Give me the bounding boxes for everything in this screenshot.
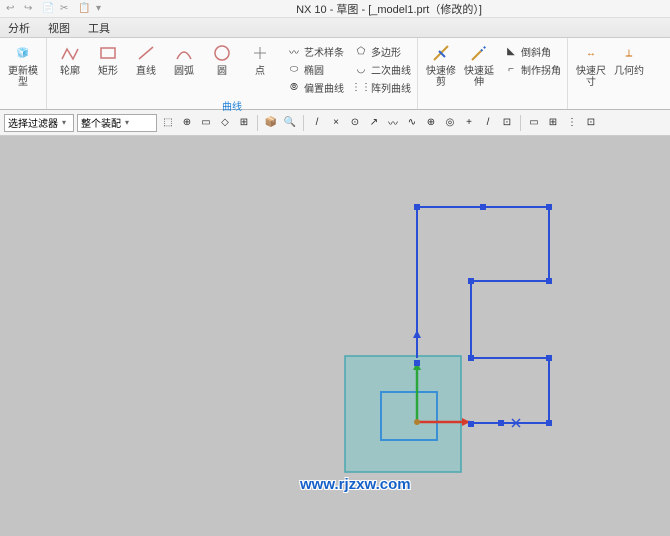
tb-icon[interactable]: ◎ [442, 115, 458, 131]
quick-access-toolbar: ↩ ↪ 📄 ✂ 📋 ▾ [0, 3, 108, 15]
tb-icon[interactable]: ⊡ [583, 115, 599, 131]
title-bar: ↩ ↪ 📄 ✂ 📋 ▾ NX 10 - 草图 - [_model1.prt（修改… [0, 0, 670, 18]
circle-button[interactable]: 圆 [205, 42, 239, 77]
tb-icon[interactable]: 📦 [263, 115, 279, 131]
filter-dropdown[interactable]: 选择过滤器 [4, 114, 74, 132]
ribbon-group-edit: 快速修剪 快速延伸 ◣倒斜角 ⌐制作拐角 [418, 38, 568, 109]
tb-icon[interactable]: ◇ [217, 115, 233, 131]
rapid-dim-button[interactable]: ↔快速尺寸 [574, 42, 608, 88]
menu-tools[interactable]: 工具 [88, 20, 110, 36]
tb-icon[interactable]: 〰 [385, 115, 401, 131]
qat-icon[interactable]: ▾ [96, 3, 108, 15]
rect-button[interactable]: 矩形 [91, 42, 125, 77]
tb-icon[interactable]: ⬚ [160, 115, 176, 131]
arc-button[interactable]: 圆弧 [167, 42, 201, 77]
geo-constraint-button[interactable]: ⟂几何约 [612, 42, 646, 77]
quick-trim-button[interactable]: 快速修剪 [424, 42, 458, 88]
qat-icon[interactable]: ✂ [60, 3, 72, 15]
tb-icon[interactable]: / [480, 115, 496, 131]
tb-icon[interactable]: 🔍 [282, 115, 298, 131]
qat-icon[interactable]: ↩ [6, 3, 18, 15]
assembly-dropdown[interactable]: 整个装配 [77, 114, 157, 132]
profile-button[interactable]: 轮廓 [53, 42, 87, 77]
qat-icon[interactable]: 📋 [78, 3, 90, 15]
line-button[interactable]: 直线 [129, 42, 163, 77]
quick-extend-button[interactable]: 快速延伸 [462, 42, 496, 88]
window-title: NX 10 - 草图 - [_model1.prt（修改的）] [108, 1, 670, 17]
tb-icon[interactable]: ▭ [198, 115, 214, 131]
ribbon-group-model: 🧊 更新模型 [0, 38, 47, 109]
tb-icon[interactable]: ∿ [404, 115, 420, 131]
tb-icon[interactable]: ⊡ [499, 115, 515, 131]
watermark: www.rjzxw.com [300, 476, 411, 493]
qat-icon[interactable]: ↪ [24, 3, 36, 15]
tb-icon[interactable]: ↗ [366, 115, 382, 131]
tb-icon[interactable]: ▭ [526, 115, 542, 131]
qat-icon[interactable]: 📄 [42, 3, 54, 15]
ribbon-group-dim: ↔快速尺寸 ⟂几何约 [568, 38, 652, 109]
chamfer-button[interactable]: ◣倒斜角 [504, 42, 561, 60]
tb-icon[interactable]: ⊞ [545, 115, 561, 131]
pattern-curve-button[interactable]: ⋮⋮阵列曲线 [354, 78, 411, 96]
tb-icon[interactable]: ⊙ [347, 115, 363, 131]
menu-bar: 分析 视图 工具 [0, 18, 670, 38]
polygon-button[interactable]: ⬠多边形 [354, 42, 411, 60]
selection-toolbar: 选择过滤器 整个装配 ⬚ ⊕ ▭ ◇ ⊞ 📦 🔍 / × ⊙ ↗ 〰 ∿ ⊕ ◎… [0, 110, 670, 136]
section-label-curve: 曲线 [53, 96, 411, 113]
conic-button[interactable]: ◡二次曲线 [354, 60, 411, 78]
tb-icon[interactable]: ⋮ [564, 115, 580, 131]
ribbon-group-curve: 轮廓 矩形 直线 圆弧 圆 点 〰艺术样条 ⬭椭圆 ⦾偏置曲线 ⬠多边形 ◡二次… [47, 38, 418, 109]
offset-curve-button[interactable]: ⦾偏置曲线 [287, 78, 344, 96]
art-spline-button[interactable]: 〰艺术样条 [287, 42, 344, 60]
tb-icon[interactable]: × [328, 115, 344, 131]
ellipse-button[interactable]: ⬭椭圆 [287, 60, 344, 78]
tb-icon[interactable]: ⊞ [236, 115, 252, 131]
update-model-button[interactable]: 🧊 更新模型 [6, 42, 40, 88]
tb-icon[interactable]: ⊕ [423, 115, 439, 131]
tb-icon[interactable]: / [309, 115, 325, 131]
tb-icon[interactable]: ⊕ [179, 115, 195, 131]
corner-button[interactable]: ⌐制作拐角 [504, 60, 561, 78]
ribbon: 🧊 更新模型 轮廓 矩形 直线 圆弧 圆 点 〰艺术样条 ⬭椭圆 ⦾偏置曲线 ⬠… [0, 38, 670, 110]
tb-icon[interactable]: + [461, 115, 477, 131]
menu-analyze[interactable]: 分析 [8, 20, 30, 36]
point-button[interactable]: 点 [243, 42, 277, 77]
menu-view[interactable]: 视图 [48, 20, 70, 36]
graphics-canvas[interactable]: www.rjzxw.com [0, 136, 670, 536]
